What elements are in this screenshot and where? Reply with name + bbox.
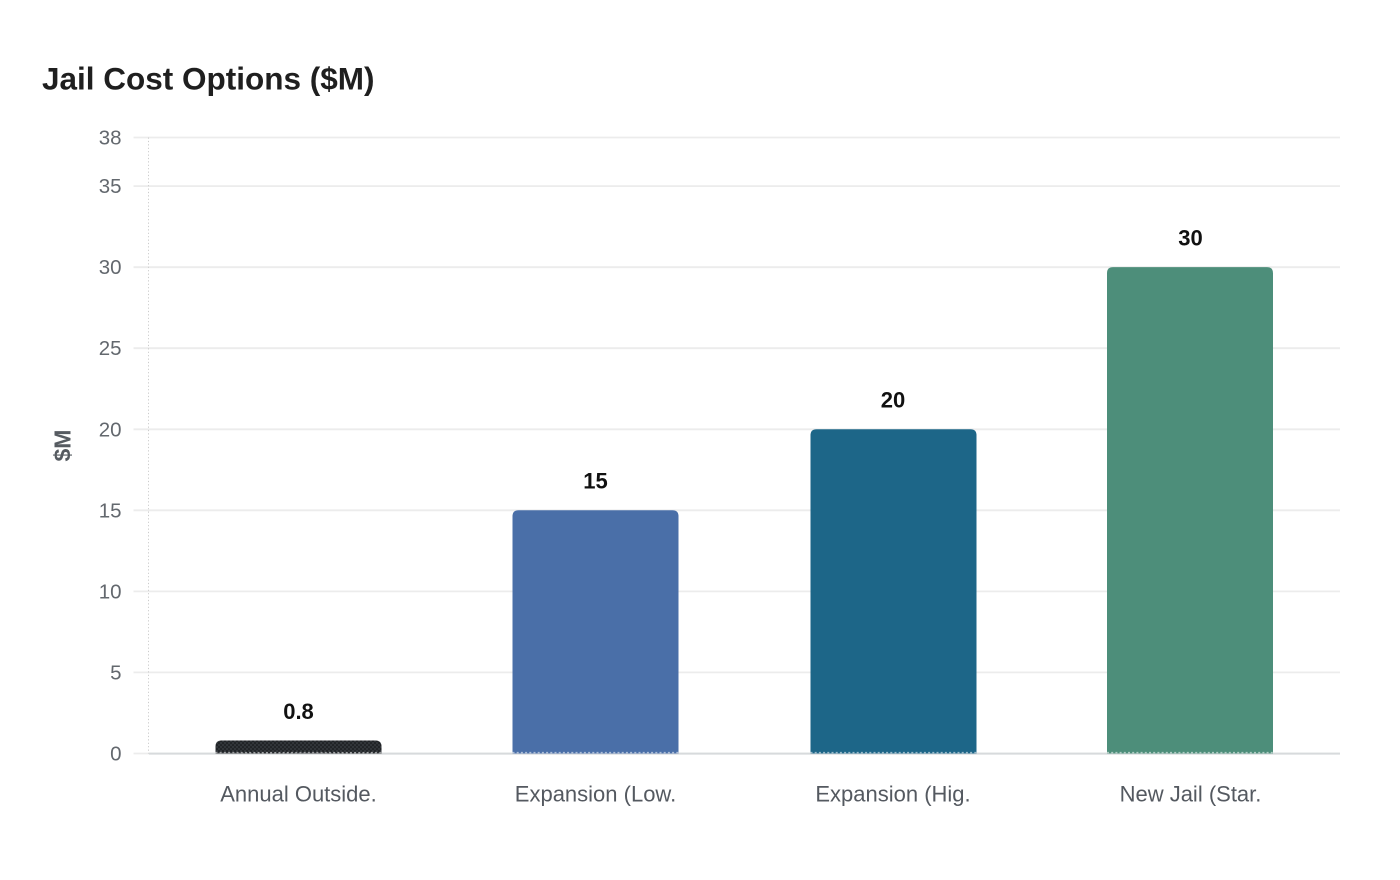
svg-text:Expansion (Low.: Expansion (Low. [515, 782, 676, 807]
svg-text:20: 20 [99, 418, 122, 441]
svg-text:30: 30 [99, 256, 122, 279]
svg-text:20: 20 [881, 388, 905, 413]
svg-text:$M: $M [50, 430, 76, 462]
svg-text:Jail Cost Options ($M): Jail Cost Options ($M) [42, 61, 375, 97]
svg-text:0.8: 0.8 [283, 699, 314, 724]
svg-text:Annual Outside.: Annual Outside. [220, 782, 377, 807]
svg-text:15: 15 [583, 469, 607, 494]
svg-text:New Jail (Star.: New Jail (Star. [1120, 782, 1262, 807]
svg-text:5: 5 [110, 661, 121, 684]
svg-text:38: 38 [99, 127, 122, 150]
svg-text:0: 0 [110, 743, 121, 766]
svg-text:30: 30 [1178, 226, 1202, 251]
svg-text:25: 25 [99, 337, 122, 360]
svg-text:35: 35 [99, 175, 122, 198]
svg-text:Expansion (Hig.: Expansion (Hig. [815, 782, 970, 807]
svg-text:15: 15 [99, 499, 122, 522]
svg-text:10: 10 [99, 580, 122, 603]
